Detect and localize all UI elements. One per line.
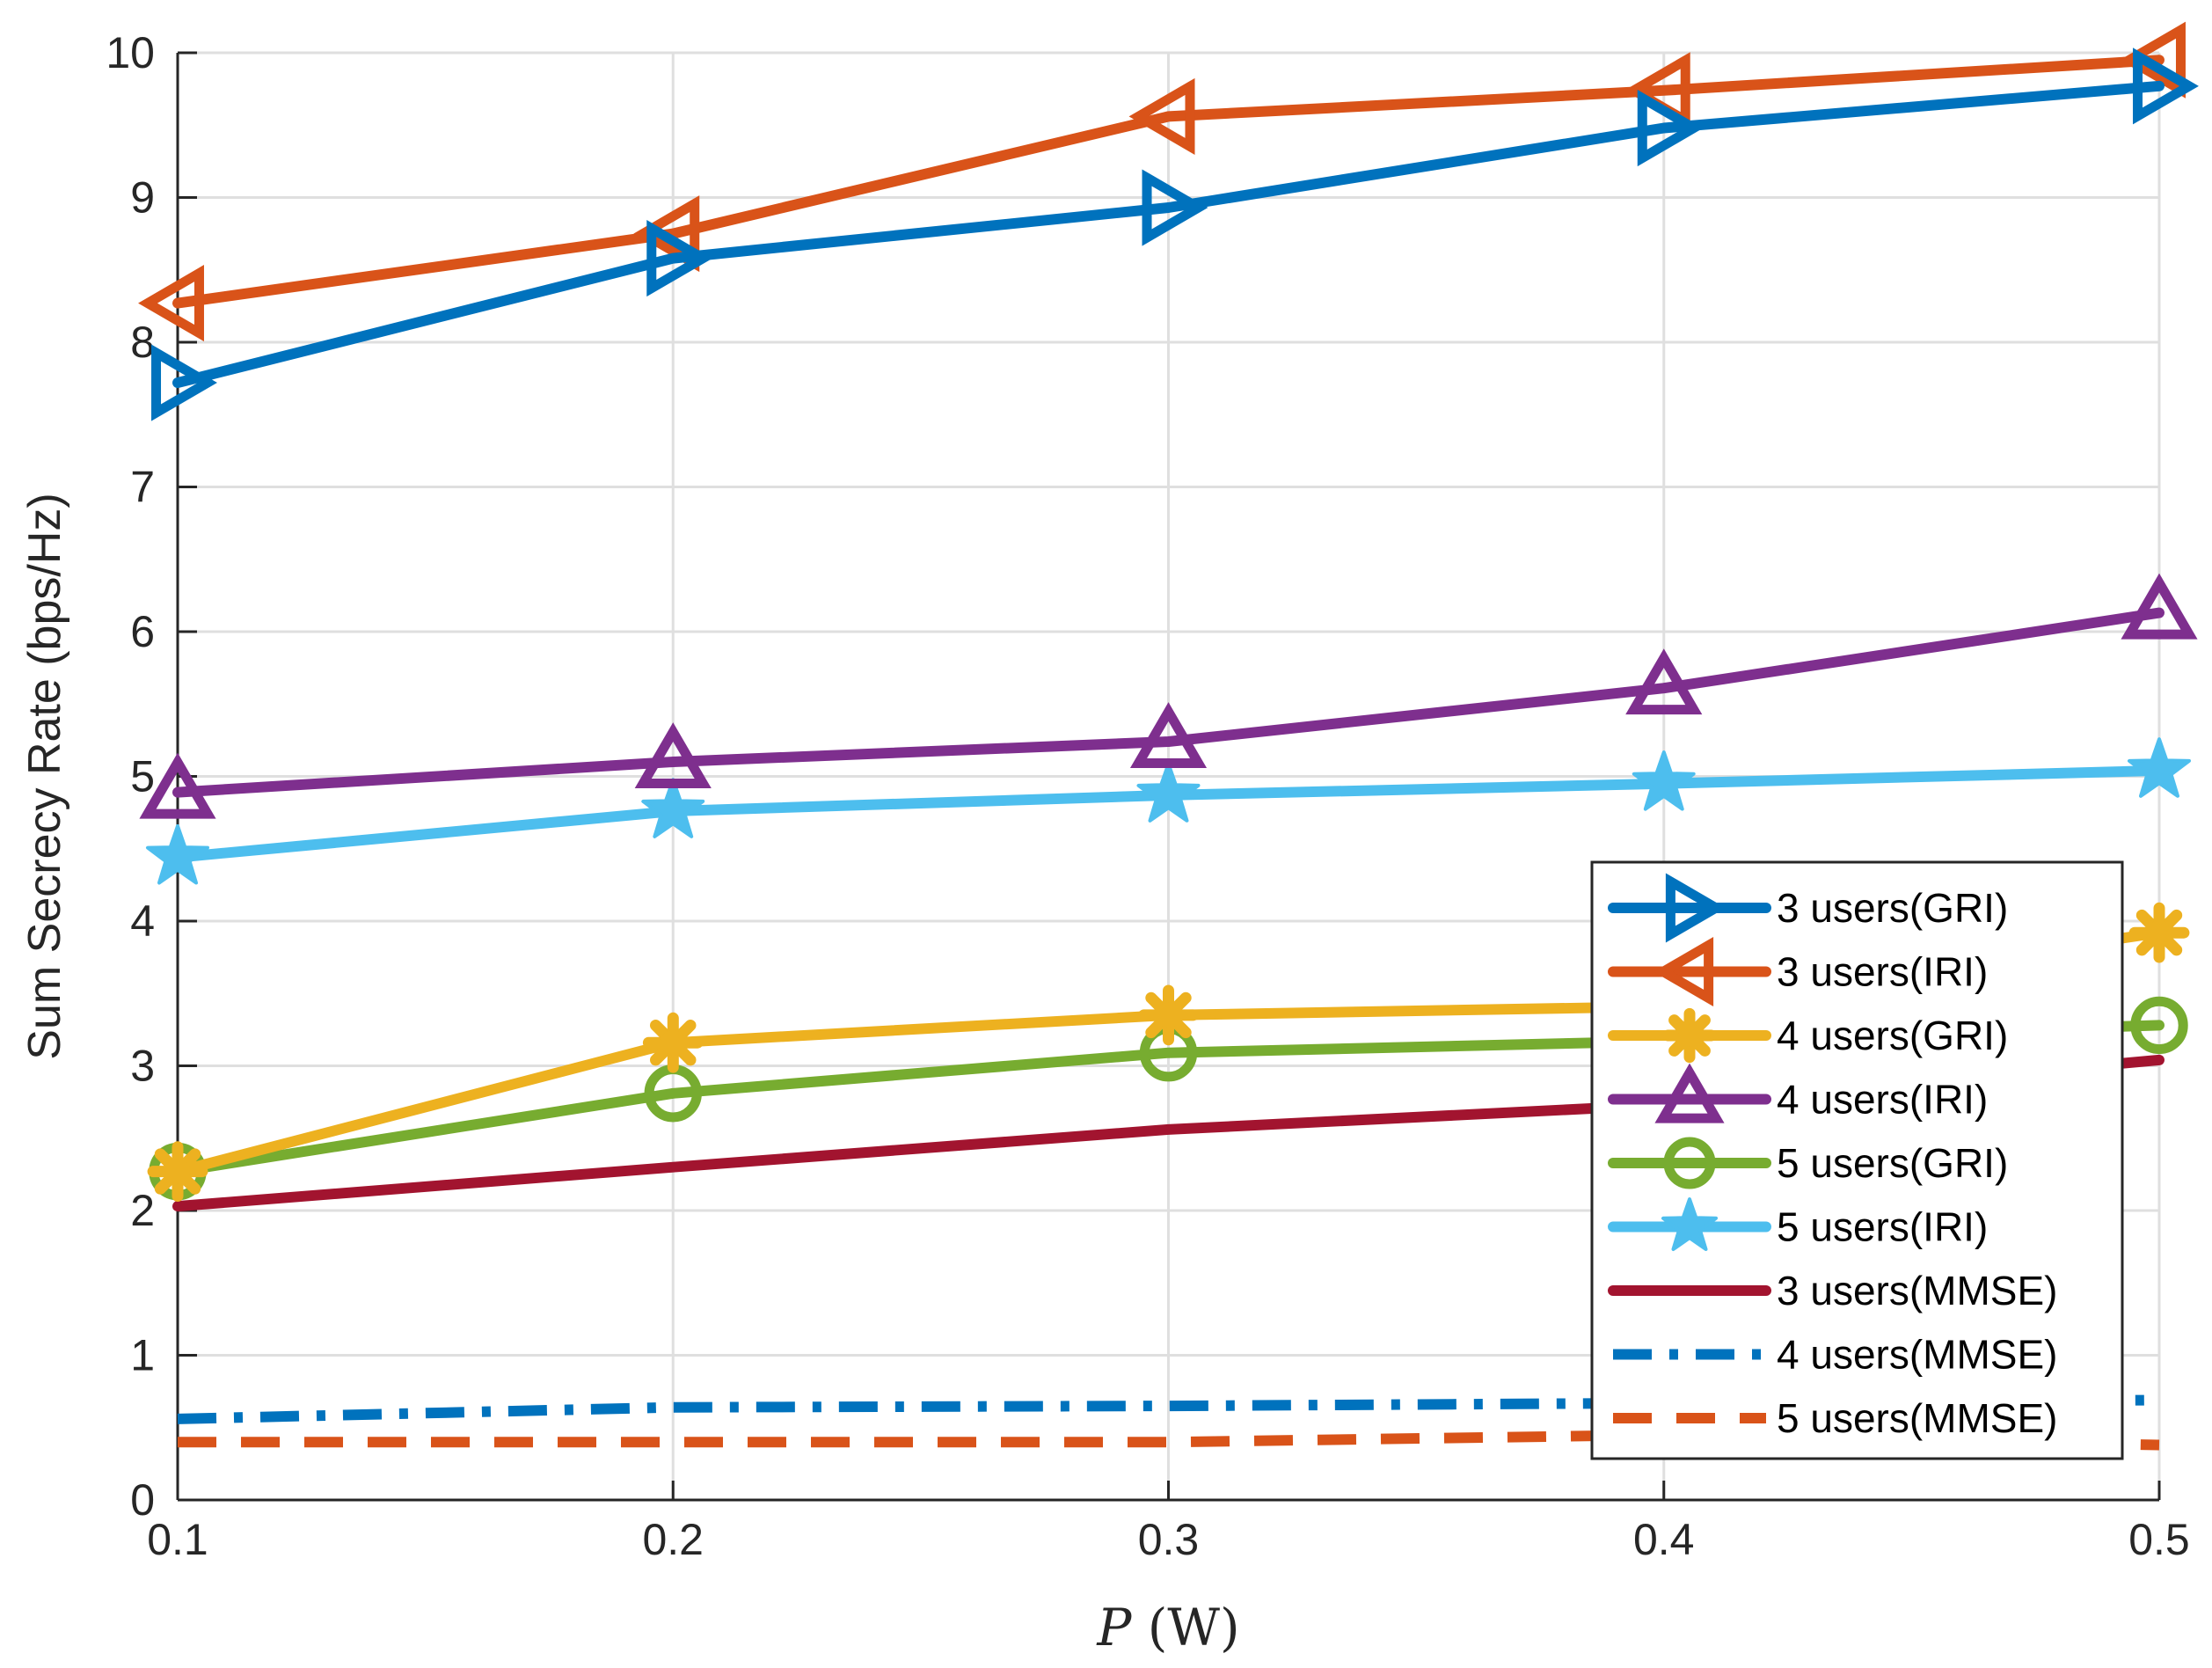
marker-triangle-left (1128, 77, 1195, 155)
marker-star (146, 823, 209, 885)
legend-label: 5 users(GRI) (1777, 1140, 2008, 1186)
asterisk-center (164, 1159, 191, 1184)
marker-asterisk (642, 1012, 704, 1073)
y-tick-label: 2 (130, 1186, 155, 1235)
x-tick-label: 0.1 (147, 1515, 208, 1564)
marker-asterisk (1138, 984, 1199, 1046)
legend-item: 3 users(MMSE) (1608, 1268, 2057, 1313)
asterisk-center (1678, 1024, 1701, 1047)
y-tick-label: 3 (130, 1042, 155, 1091)
marker-circle (2130, 996, 2188, 1055)
legend-item: 3 users(GRI) (1608, 873, 2008, 943)
legend-label: 3 users(GRI) (1777, 885, 2008, 931)
legend-item: 5 users(IRI) (1608, 1197, 1988, 1251)
series-5 (146, 737, 2191, 885)
marker-asterisk (1661, 1007, 1718, 1064)
marker-asterisk (147, 1141, 208, 1202)
marker-star (641, 778, 705, 838)
marker-circle (1663, 1137, 1716, 1189)
legend-item: 4 users(GRI) (1608, 1007, 2008, 1064)
marker-triangle-up (1654, 1063, 1725, 1123)
legend-label: 5 users(MMSE) (1777, 1395, 2057, 1441)
marker-star (1136, 762, 1201, 823)
asterisk-center (660, 1029, 686, 1056)
series-0 (151, 48, 2199, 421)
y-axis-label: Sum Secrecy Rate (bps/Hz) (19, 493, 70, 1059)
marker-triangle-left (138, 265, 204, 342)
legend-label: 5 users(IRI) (1777, 1204, 1988, 1250)
marker-triangle-up (2121, 573, 2198, 640)
y-tick-label: 7 (130, 463, 155, 512)
marker-triangle-up (634, 722, 712, 789)
legend-label: 3 users(MMSE) (1777, 1268, 2057, 1313)
marker-triangle-right (1637, 89, 1704, 167)
legend-item: 3 users(IRI) (1608, 936, 1988, 1007)
asterisk-center (2146, 919, 2172, 946)
y-tick-label: 1 (130, 1331, 155, 1380)
x-axis-label: P (W) (1096, 1598, 1239, 1657)
legend: 3 users(GRI) 3 users(IRI) 4 users(GRI) 4 us… (1590, 860, 2124, 1460)
series-line (172, 607, 2165, 798)
legend-label: 4 users(MMSE) (1777, 1332, 2057, 1378)
marker-triangle-left (1654, 936, 1714, 1007)
marker-triangle-right (1142, 169, 1208, 246)
marker-star (1632, 750, 1696, 811)
x-axis-label-variable: P (1096, 1598, 1132, 1657)
marker-triangle-right (1665, 873, 1726, 943)
marker-triangle-right (2133, 48, 2199, 125)
marker-triangle-left (633, 195, 700, 273)
legend-item: 4 users(IRI) (1608, 1063, 1988, 1123)
marker-triangle-right (151, 344, 217, 421)
marker-triangle-up (139, 752, 216, 819)
asterisk-center (1156, 1002, 1181, 1028)
legend-label: 4 users(IRI) (1777, 1077, 1988, 1123)
x-tick-label: 0.4 (1633, 1515, 1695, 1564)
y-tick-label: 4 (130, 896, 155, 946)
series-line (172, 55, 2165, 309)
marker-triangle-up (1625, 648, 1703, 715)
legend-item: 4 users(MMSE) (1613, 1332, 2057, 1378)
x-axis-label-unit: (W) (1131, 1598, 1239, 1657)
legend-label: 3 users(IRI) (1777, 949, 1988, 995)
marker-asterisk (2128, 902, 2190, 963)
marker-triangle-left (2120, 21, 2186, 99)
y-tick-label: 10 (106, 28, 155, 77)
x-tick-label: 0.5 (2128, 1515, 2190, 1564)
legend-item: 5 users(GRI) (1608, 1137, 2008, 1189)
series-line (172, 80, 2165, 389)
y-tick-label: 6 (130, 607, 155, 656)
y-tick-label: 8 (130, 318, 155, 367)
marker-star (2128, 737, 2191, 798)
series-3 (139, 573, 2198, 819)
marker-triangle-right (646, 220, 713, 297)
x-tick-label: 0.2 (642, 1515, 704, 1564)
marker-star (1661, 1197, 1718, 1251)
x-tick-label: 0.3 (1138, 1515, 1200, 1564)
legend-label: 4 users(GRI) (1777, 1013, 2008, 1058)
marker-triangle-up (1129, 702, 1208, 768)
y-tick-label: 9 (130, 173, 155, 223)
y-tick-label: 5 (130, 752, 155, 801)
y-tick-label: 0 (130, 1475, 155, 1525)
legend-item: 5 users(MMSE) (1613, 1395, 2057, 1441)
series-1 (138, 21, 2186, 342)
